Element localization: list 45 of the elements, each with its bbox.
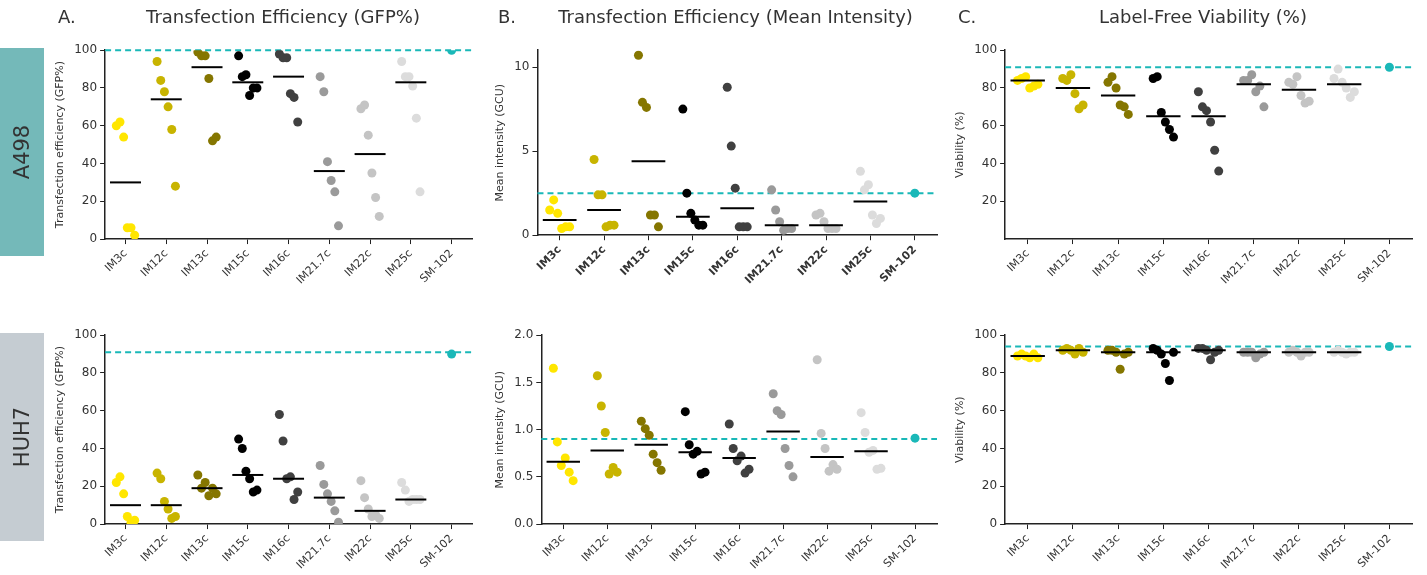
y-tick-label: 20 bbox=[981, 478, 998, 493]
y-axis-title: Transfection efficiency (GFP%) bbox=[53, 346, 67, 515]
label-panel: A498 bbox=[0, 48, 44, 256]
y-tick-label: 1.0 bbox=[514, 421, 534, 436]
y-tick-label: 40 bbox=[981, 440, 998, 455]
y-axis-title: Viability (%) bbox=[953, 111, 967, 178]
y-tick-label: 0 bbox=[89, 231, 98, 246]
y-tick-label: 0 bbox=[521, 227, 530, 242]
y-tick-label: 40 bbox=[81, 155, 98, 170]
y-tick-label: 100 bbox=[974, 42, 998, 57]
y-tick-label: 20 bbox=[81, 193, 98, 208]
y-tick-label: 0.0 bbox=[514, 516, 534, 531]
chart-title: Transfection Efficiency (Mean Intensity) bbox=[557, 6, 914, 27]
y-tick-label: 60 bbox=[981, 402, 998, 417]
y-tick-label: 0 bbox=[989, 516, 998, 531]
y-tick-label: 20 bbox=[81, 478, 98, 493]
y-tick-label: 100 bbox=[74, 327, 98, 342]
y-axis-title: Mean intensity (GCU) bbox=[493, 370, 507, 489]
y-tick-label: 80 bbox=[981, 365, 998, 380]
y-axis-title: Transfection efficiency (GFP%) bbox=[53, 61, 67, 230]
y-tick-label: 80 bbox=[81, 365, 98, 380]
text: C. bbox=[958, 6, 978, 27]
y-tick-label: 40 bbox=[981, 155, 998, 170]
y-tick-label: 2.0 bbox=[514, 327, 534, 342]
y-tick-label: 80 bbox=[981, 80, 998, 95]
y-tick-label: 60 bbox=[81, 117, 98, 132]
y-tick-label: 20 bbox=[981, 193, 998, 208]
y-tick-label: 10 bbox=[514, 59, 530, 74]
text: A. bbox=[58, 6, 77, 27]
y-tick-label: 0 bbox=[89, 516, 98, 531]
label-panel: HUH7 bbox=[0, 333, 44, 541]
chart-title: Transfection Efficiency (GFP%) bbox=[145, 6, 421, 27]
y-axis-title: Viability (%) bbox=[953, 396, 967, 463]
y-tick-label: 100 bbox=[974, 327, 998, 342]
y-tick-label: 100 bbox=[74, 42, 98, 57]
y-tick-label: 60 bbox=[981, 117, 998, 132]
y-axis-title: Mean intensity (GCU) bbox=[493, 83, 507, 202]
y-tick-label: 60 bbox=[81, 402, 98, 417]
y-tick-label: 80 bbox=[81, 80, 98, 95]
y-tick-label: 0.5 bbox=[514, 468, 534, 483]
text: B. bbox=[498, 6, 518, 27]
y-tick-label: 1.5 bbox=[514, 374, 534, 389]
chart-title: Label-Free Viability (%) bbox=[1098, 6, 1308, 27]
y-tick-label: 5 bbox=[521, 143, 530, 158]
y-tick-label: 40 bbox=[81, 440, 98, 455]
